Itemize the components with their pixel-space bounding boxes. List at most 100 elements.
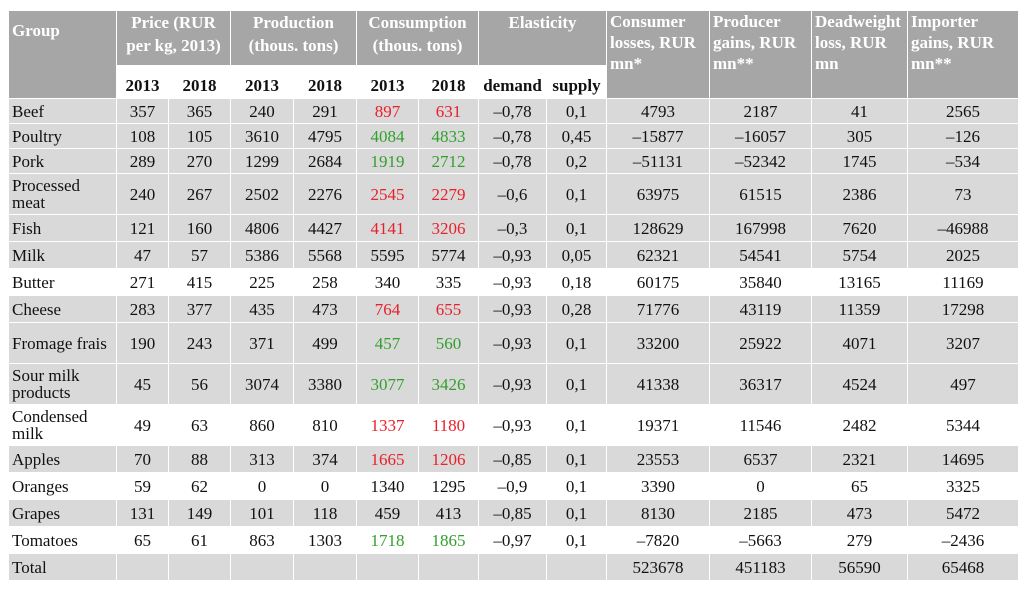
consumption-2013-cell: 459 [356,499,419,527]
consumer-losses-cell: –15877 [606,123,710,149]
total-consumer-losses: 523678 [606,553,710,581]
subheader-consumption-2013: 2013 [356,65,419,99]
importer-gains-cell: –46988 [907,214,1019,242]
price-2013-cell: 108 [116,123,169,149]
producer-gains-cell: 6537 [709,445,812,473]
production-2013-cell: 313 [230,445,294,473]
table-row: Pork 289 270 1299 2684 1919 2712 –0,78 0… [8,148,1019,174]
producer-gains-cell: –16057 [709,123,812,149]
consumer-losses-cell: 63975 [606,173,710,215]
consumer-losses-cell: 23553 [606,445,710,473]
subheader-consumption-2018: 2018 [418,65,479,99]
consumption-2013-cell: 1718 [356,526,419,554]
producer-gains-cell: 35840 [709,268,812,296]
deadweight-loss-cell: 7620 [811,214,908,242]
producer-gains-cell: 2187 [709,98,812,124]
price-2018-cell: 56 [168,363,231,405]
price-2013-cell: 131 [116,499,169,527]
price-2018-cell: 415 [168,268,231,296]
price-2013-cell: 240 [116,173,169,215]
production-2013-cell: 0 [230,472,294,500]
price-2018-cell: 61 [168,526,231,554]
production-2018-cell: 499 [293,322,357,364]
demand-elasticity-cell: –0,78 [478,123,547,149]
producer-gains-cell: 61515 [709,173,812,215]
price-2018-cell: 105 [168,123,231,149]
importer-gains-cell: 2565 [907,98,1019,124]
production-2018-cell: 5568 [293,241,357,269]
price-2013-cell: 70 [116,445,169,473]
group-cell: Poultry [8,123,117,149]
deadweight-loss-cell: 4071 [811,322,908,364]
group-cell: Beef [8,98,117,124]
production-2013-cell: 240 [230,98,294,124]
group-cell: Tomatoes [8,526,117,554]
subheader-row: 2013 2018 2013 2018 2013 2018 demand sup… [9,65,1019,99]
subheader-price-2013: 2013 [116,65,169,99]
production-2013-cell: 863 [230,526,294,554]
header-price: Price (RUR per kg, 2013) [116,10,231,66]
empty-cell [418,553,479,581]
demand-elasticity-cell: –0,9 [478,472,547,500]
group-cell: Sour milk products [8,363,117,405]
consumption-2013-cell: 4084 [356,123,419,149]
empty-cell [356,553,419,581]
producer-gains-cell: 25922 [709,322,812,364]
total-producer-gains: 451183 [709,553,812,581]
production-2018-cell: 2684 [293,148,357,174]
supply-elasticity-cell: 0,1 [546,404,607,446]
price-2018-cell: 62 [168,472,231,500]
consumption-2018-cell: 4833 [418,123,479,149]
supply-elasticity-cell: 0,18 [546,268,607,296]
group-cell: Fromage frais [8,322,117,364]
production-2018-cell: 810 [293,404,357,446]
production-2013-cell: 225 [230,268,294,296]
table-row: Butter 271 415 225 258 340 335 –0,93 0,1… [8,268,1019,296]
producer-gains-cell: 2185 [709,499,812,527]
subheader-price-2018: 2018 [168,65,231,99]
production-2013-cell: 101 [230,499,294,527]
supply-elasticity-cell: 0,1 [546,322,607,364]
demand-elasticity-cell: –0,78 [478,148,547,174]
header-production: Production (thous. tons) [230,10,357,66]
demand-elasticity-cell: –0,85 [478,445,547,473]
subheader-demand: demand [478,65,547,99]
production-2018-cell: 1303 [293,526,357,554]
consumption-2013-cell: 1337 [356,404,419,446]
price-2018-cell: 160 [168,214,231,242]
consumption-2013-cell: 764 [356,295,419,323]
consumption-2018-cell: 2712 [418,148,479,174]
consumer-losses-cell: 19371 [606,404,710,446]
price-2013-cell: 65 [116,526,169,554]
price-2013-cell: 49 [116,404,169,446]
header-group: Group [8,10,117,99]
consumption-2013-cell: 1340 [356,472,419,500]
group-cell: Processed meat [8,173,117,215]
consumer-losses-cell: 3390 [606,472,710,500]
group-cell: Fish [8,214,117,242]
price-2018-cell: 365 [168,98,231,124]
group-cell: Butter [8,268,117,296]
production-2018-cell: 3380 [293,363,357,405]
demand-elasticity-cell: –0,97 [478,526,547,554]
deadweight-loss-cell: 279 [811,526,908,554]
importer-gains-cell: 5472 [907,499,1019,527]
consumer-losses-cell: 62321 [606,241,710,269]
consumption-2013-cell: 4141 [356,214,419,242]
production-2013-cell: 2502 [230,173,294,215]
price-2013-cell: 271 [116,268,169,296]
header-elasticity: Elasticity [478,10,607,66]
production-2018-cell: 4427 [293,214,357,242]
consumption-2013-cell: 340 [356,268,419,296]
supply-elasticity-cell: 0,28 [546,295,607,323]
consumption-2018-cell: 2279 [418,173,479,215]
demand-elasticity-cell: –0,93 [478,363,547,405]
price-2018-cell: 377 [168,295,231,323]
producer-gains-cell: 0 [709,472,812,500]
subheader-production-2013: 2013 [230,65,294,99]
producer-gains-cell: 11546 [709,404,812,446]
table-row: Milk 47 57 5386 5568 5595 5774 –0,93 0,0… [8,241,1019,269]
demand-elasticity-cell: –0,93 [478,268,547,296]
consumption-2018-cell: 3206 [418,214,479,242]
table-row: Beef 357 365 240 291 897 631 –0,78 0,1 4… [8,98,1019,124]
